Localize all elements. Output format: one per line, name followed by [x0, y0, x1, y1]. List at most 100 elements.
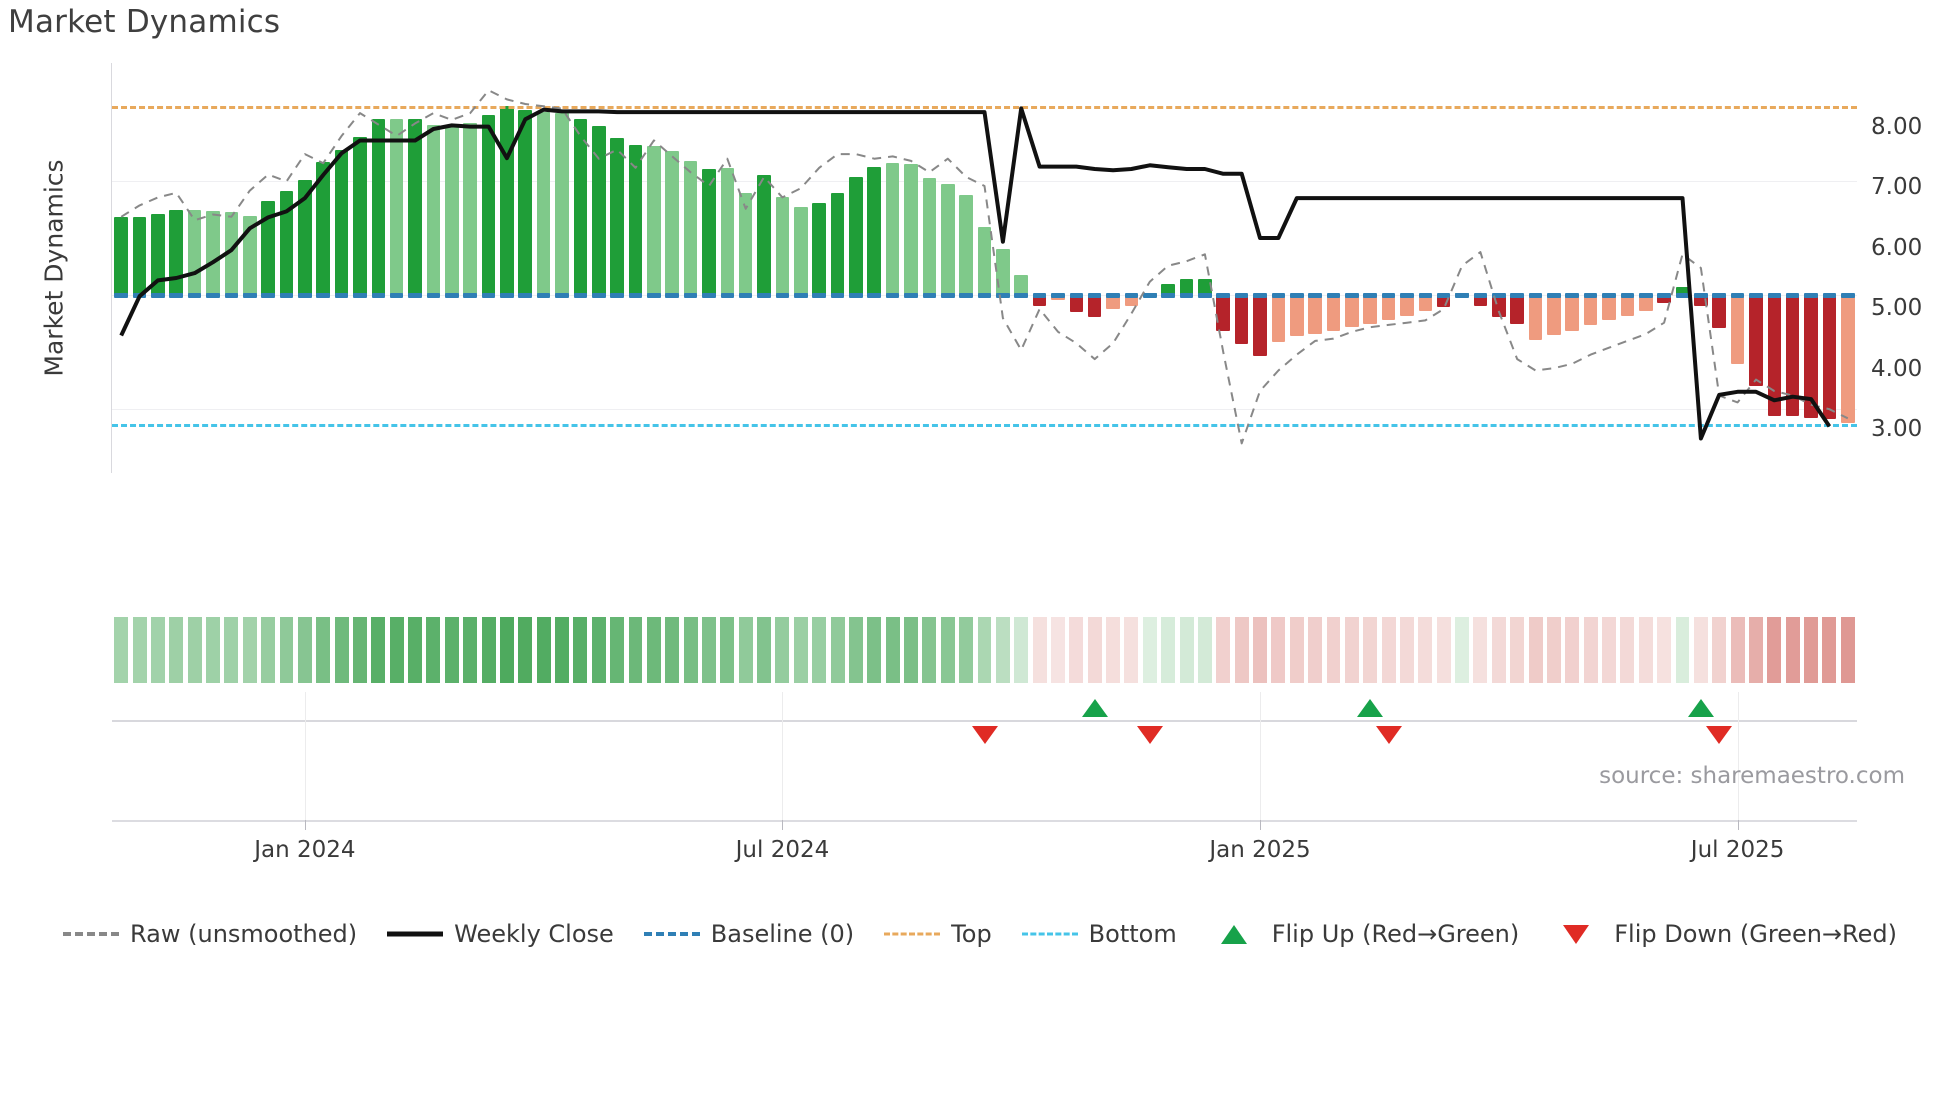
- heat-cell: [1069, 617, 1084, 683]
- baseline-marker: [114, 293, 128, 299]
- flip-down-marker[interactable]: [971, 726, 998, 744]
- heat-cell: [1197, 617, 1212, 683]
- chart-bar: [720, 167, 735, 296]
- heat-cell: [665, 617, 680, 683]
- flip-down-marker[interactable]: [1706, 726, 1733, 744]
- flip-axis-line: [112, 720, 1857, 722]
- legend-item[interactable]: Weekly Close: [387, 920, 614, 948]
- baseline-marker: [187, 293, 202, 299]
- heat-cell: [1289, 617, 1304, 683]
- baseline-marker: [1492, 293, 1506, 299]
- baseline-marker: [628, 293, 643, 299]
- baseline-marker: [1767, 293, 1782, 299]
- chart-bar: [334, 149, 349, 296]
- heat-cell: [591, 617, 606, 683]
- legend-item[interactable]: Bottom: [1021, 920, 1177, 948]
- heat-cell: [1565, 617, 1580, 683]
- chart-bar: [1547, 295, 1561, 336]
- chart-bar: [1418, 295, 1433, 312]
- chart-bar: [408, 118, 422, 296]
- flip-up-marker[interactable]: [1357, 699, 1384, 717]
- chart-bar: [1400, 295, 1414, 316]
- x-tick-label: Jul 2024: [735, 837, 830, 863]
- heat-cell: [261, 617, 276, 683]
- baseline-marker: [1418, 293, 1433, 299]
- heat-cell: [1418, 617, 1433, 683]
- chart-bar: [206, 211, 220, 296]
- heat-cell: [1308, 617, 1323, 683]
- source-note: source: sharemaestro.com: [1599, 763, 1905, 789]
- main-chart-panel: 0.50−0.5 8.007.006.005.004.003.00 Market…: [40, 63, 1922, 473]
- baseline-marker: [298, 293, 312, 299]
- baseline-marker: [1510, 293, 1524, 299]
- chart-bar: [1381, 295, 1396, 321]
- chart-bar: [1473, 295, 1488, 306]
- baseline-marker: [702, 293, 716, 299]
- heat-cell: [1528, 617, 1543, 683]
- heat-cell: [1271, 617, 1286, 683]
- heat-cell: [922, 617, 937, 683]
- legend-item[interactable]: Top: [884, 920, 992, 948]
- heat-cell: [1179, 617, 1194, 683]
- chart-bar: [647, 146, 661, 296]
- heat-cell: [334, 617, 349, 683]
- baseline-marker: [885, 293, 900, 299]
- baseline-marker: [536, 293, 551, 299]
- chart-bar: [1785, 295, 1800, 417]
- heat-cell: [463, 617, 478, 683]
- heat-cell: [1675, 617, 1690, 683]
- baseline-marker: [720, 293, 735, 299]
- legend-item[interactable]: Baseline (0): [643, 920, 854, 948]
- baseline-marker: [959, 293, 973, 299]
- baseline-marker: [1381, 293, 1396, 299]
- heat-cell: [1381, 617, 1396, 683]
- flip-up-marker[interactable]: [1081, 699, 1108, 717]
- flip-up-marker[interactable]: [1687, 699, 1714, 717]
- legend-label: Weekly Close: [454, 920, 614, 948]
- baseline-marker: [867, 293, 882, 299]
- heat-cell: [1124, 617, 1139, 683]
- legend-swatch: [387, 925, 444, 943]
- chart-bar: [1198, 279, 1212, 296]
- heat-cell: [1050, 617, 1065, 683]
- baseline-marker: [1620, 293, 1635, 299]
- baseline-marker: [1234, 293, 1249, 299]
- heat-cell: [1491, 617, 1506, 683]
- baseline-marker: [1363, 293, 1378, 299]
- chart-bar: [1749, 295, 1763, 387]
- chart-bar: [353, 137, 367, 296]
- baseline-marker: [1657, 293, 1671, 299]
- legend-swatch-line: [1021, 932, 1078, 936]
- chart-bar: [830, 192, 845, 296]
- baseline-marker: [1179, 293, 1194, 299]
- chart-bar: [481, 115, 496, 296]
- heat-cell: [1602, 617, 1616, 683]
- x-tick-label: Jan 2024: [254, 837, 356, 863]
- baseline-marker: [1841, 293, 1855, 299]
- baseline-marker: [1124, 293, 1139, 299]
- heat-cell: [1804, 617, 1819, 683]
- legend-item[interactable]: Raw (unsmoothed): [63, 920, 357, 948]
- chart-bar: [959, 195, 973, 296]
- chart-bar: [242, 215, 257, 296]
- chart-bar: [1638, 295, 1653, 312]
- heat-cell: [536, 617, 551, 683]
- baseline-marker: [1455, 293, 1469, 299]
- chart-bar: [665, 150, 680, 296]
- baseline-marker: [996, 293, 1010, 299]
- heat-cell: [279, 617, 294, 683]
- flip-down-marker[interactable]: [1375, 726, 1402, 744]
- flip-down-marker[interactable]: [1136, 726, 1163, 744]
- legend-item[interactable]: Flip Down (Green→Red): [1549, 920, 1897, 948]
- legend-item[interactable]: Flip Up (Red→Green): [1207, 920, 1519, 948]
- heat-cell: [224, 617, 239, 683]
- baseline-marker: [1143, 293, 1157, 299]
- bottom-threshold-line: [112, 424, 1857, 428]
- heat-cell: [738, 617, 753, 683]
- heat-cell: [1583, 617, 1598, 683]
- heat-cell: [1510, 617, 1525, 683]
- x-tick: [304, 820, 306, 830]
- chart-bar: [1583, 295, 1598, 325]
- chart-bar: [114, 216, 128, 296]
- heat-cell: [610, 617, 625, 683]
